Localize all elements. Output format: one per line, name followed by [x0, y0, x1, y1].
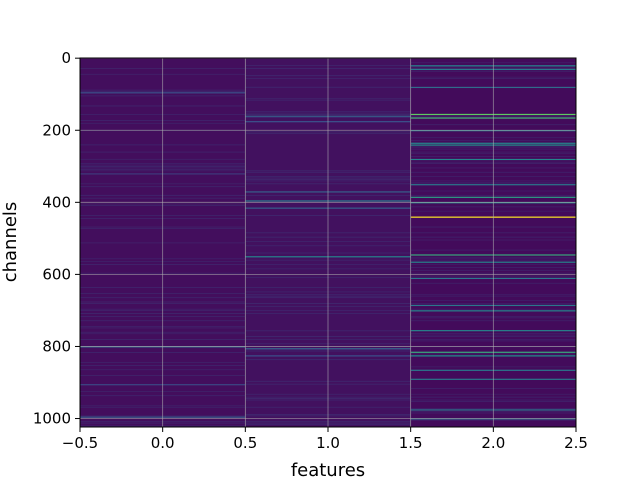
x-tick-label: 0.5 — [233, 434, 257, 452]
x-axis-ticks: −0.5 0.0 0.5 1.0 1.5 2.0 2.5 — [62, 427, 588, 452]
plot-area — [80, 58, 576, 427]
y-tick-label: 800 — [42, 337, 71, 355]
y-tick-label: 200 — [42, 121, 71, 139]
x-tick-label: 0.0 — [151, 434, 175, 452]
y-tick-label: 1000 — [33, 410, 71, 428]
y-tick-label: 400 — [42, 193, 71, 211]
y-tick-label: 0 — [61, 49, 71, 67]
y-axis-title: channels — [0, 202, 21, 283]
x-tick-label: −0.5 — [62, 434, 98, 452]
x-tick-label: 1.0 — [316, 434, 340, 452]
x-tick-label: 1.5 — [399, 434, 423, 452]
y-axis-ticks: 0 200 400 600 800 1000 — [33, 49, 80, 428]
y-tick-label: 600 — [42, 265, 71, 283]
x-axis-title: features — [291, 460, 365, 480]
x-tick-label: 2.5 — [564, 434, 588, 452]
x-tick-label: 2.0 — [481, 434, 505, 452]
